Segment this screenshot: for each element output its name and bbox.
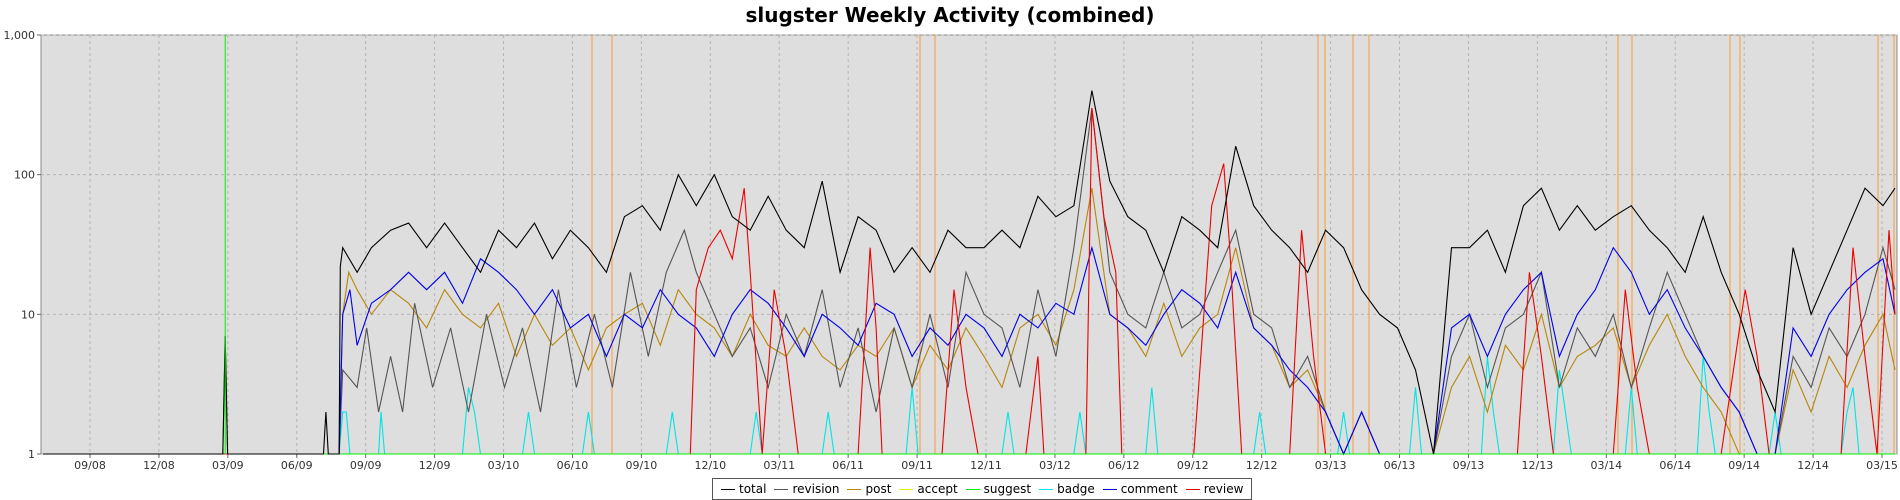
x-tick-label: 06/13 <box>1384 459 1416 472</box>
x-tick-label: 09/14 <box>1728 459 1760 472</box>
legend-label: total <box>739 482 767 496</box>
x-tick-label: 09/13 <box>1453 459 1485 472</box>
x-tick-label: 06/14 <box>1659 459 1691 472</box>
x-tick-label: 03/15 <box>1866 459 1898 472</box>
series-line-total <box>43 90 1896 455</box>
legend-swatch <box>1039 488 1054 490</box>
x-tick-label: 03/11 <box>763 459 795 472</box>
legend-label: comment <box>1120 482 1178 496</box>
legend-label: suggest <box>983 482 1032 496</box>
x-tick-label: 06/09 <box>281 459 313 472</box>
x-tick-label: 09/10 <box>626 459 658 472</box>
legend-swatch <box>965 488 980 490</box>
x-tick-label: 09/09 <box>350 459 382 472</box>
legend-label: review <box>1203 482 1244 496</box>
x-tick-label: 03/09 <box>212 459 244 472</box>
x-tick-label: 03/12 <box>1039 459 1071 472</box>
y-tick-label: 1,000 <box>4 29 36 42</box>
legend-swatch <box>774 488 789 490</box>
x-tick-label: 12/10 <box>694 459 726 472</box>
legend-swatch <box>1102 488 1117 490</box>
legend-item-accept: accept <box>899 482 958 496</box>
x-tick-label: 12/09 <box>419 459 451 472</box>
x-tick-label: 09/11 <box>901 459 933 472</box>
legend-swatch <box>721 488 735 490</box>
legend-label: post <box>865 482 892 496</box>
legend-item-revision: revision <box>774 482 839 496</box>
legend-swatch <box>1185 488 1200 490</box>
x-tick-label: 06/10 <box>557 459 589 472</box>
chart-legend: total revision post accept suggest badge comme… <box>712 478 1253 500</box>
y-tick-label: 1 <box>28 448 35 461</box>
x-tick-label: 12/13 <box>1522 459 1554 472</box>
series-line-revision <box>43 107 1896 456</box>
legend-label: accept <box>917 482 958 496</box>
legend-item-comment: comment <box>1102 482 1178 496</box>
x-tick-label: 12/12 <box>1246 459 1278 472</box>
legend-item-badge: badge <box>1039 482 1095 496</box>
legend-item-suggest: suggest <box>965 482 1032 496</box>
legend-item-post: post <box>847 482 891 496</box>
legend-label: revision <box>792 482 840 496</box>
series-line-comment <box>43 245 1896 456</box>
legend-item-review: review <box>1185 482 1244 496</box>
x-tick-label: 12/14 <box>1797 459 1829 472</box>
x-tick-label: 03/13 <box>1315 459 1347 472</box>
x-tick-label: 12/11 <box>970 459 1002 472</box>
x-tick-label: 12/08 <box>143 459 175 472</box>
plot-area <box>40 34 1898 455</box>
x-tick-label: 06/12 <box>1108 459 1140 472</box>
chart-title: slugster Weekly Activity (combined) <box>745 3 1155 27</box>
x-tick-label: 06/11 <box>832 459 864 472</box>
legend-item-total: total <box>721 482 766 496</box>
legend-label: badge <box>1057 482 1095 496</box>
legend-swatch <box>847 488 862 490</box>
x-tick-label: 09/12 <box>1177 459 1209 472</box>
legend-swatch <box>899 488 914 490</box>
x-tick-label: 03/14 <box>1590 459 1622 472</box>
y-tick-label: 100 <box>14 169 35 182</box>
x-tick-label: 09/08 <box>74 459 106 472</box>
y-tick-label: 10 <box>21 308 35 321</box>
x-tick-label: 03/10 <box>488 459 520 472</box>
